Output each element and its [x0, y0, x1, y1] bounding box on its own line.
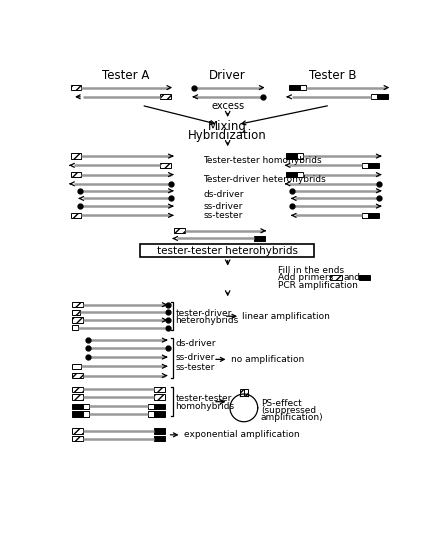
Bar: [71, 153, 81, 159]
Text: ss-driver: ss-driver: [203, 202, 243, 211]
Bar: [300, 85, 306, 90]
Text: (suppressed: (suppressed: [261, 406, 316, 415]
Text: heterohybrids: heterohybrids: [175, 316, 239, 326]
Bar: [154, 404, 165, 409]
FancyBboxPatch shape: [140, 244, 314, 257]
Bar: [371, 94, 377, 100]
Text: tester-driver: tester-driver: [175, 310, 232, 318]
Text: Tester A: Tester A: [102, 69, 150, 82]
Text: amplification): amplification): [261, 412, 324, 422]
Bar: [362, 163, 368, 168]
Text: ss-driver: ss-driver: [175, 353, 214, 361]
Text: exponential amplification: exponential amplification: [184, 430, 299, 439]
Bar: [154, 387, 165, 392]
Bar: [72, 373, 83, 378]
Bar: [368, 213, 379, 218]
Bar: [72, 317, 83, 323]
Text: tester-tester heterohybrids: tester-tester heterohybrids: [157, 246, 298, 256]
Text: excess: excess: [211, 101, 244, 111]
Bar: [72, 436, 83, 441]
Bar: [71, 85, 81, 90]
Text: tester-tester: tester-tester: [175, 394, 232, 403]
Bar: [297, 172, 303, 177]
Bar: [240, 389, 244, 396]
Bar: [72, 302, 83, 307]
Text: Hybridization: Hybridization: [188, 129, 267, 142]
Bar: [148, 404, 154, 409]
Text: ss-tester: ss-tester: [175, 362, 214, 372]
Bar: [377, 94, 388, 100]
Text: Fill in the ends: Fill in the ends: [279, 266, 344, 274]
Text: Tester-driver heterohybrids: Tester-driver heterohybrids: [203, 175, 326, 184]
Bar: [244, 389, 248, 396]
Bar: [160, 163, 171, 168]
Text: no amplification: no amplification: [231, 355, 304, 364]
Bar: [154, 428, 165, 433]
Bar: [83, 411, 89, 417]
Text: ds-driver: ds-driver: [203, 190, 243, 199]
Bar: [160, 94, 171, 100]
Text: Tester-tester homohybrids: Tester-tester homohybrids: [203, 156, 322, 165]
Bar: [72, 310, 80, 315]
Bar: [71, 172, 81, 177]
Bar: [71, 213, 81, 218]
Text: Mixing: Mixing: [208, 119, 247, 133]
Bar: [72, 411, 83, 417]
Bar: [254, 236, 265, 241]
Text: ds-driver: ds-driver: [175, 339, 216, 349]
Bar: [286, 153, 297, 159]
Bar: [368, 163, 379, 168]
Bar: [330, 276, 342, 280]
Text: linear amplification: linear amplification: [243, 312, 330, 321]
Bar: [72, 387, 83, 392]
Bar: [72, 404, 83, 409]
Bar: [72, 428, 83, 433]
Bar: [286, 172, 297, 177]
Bar: [83, 404, 89, 409]
Text: Tester B: Tester B: [309, 69, 356, 82]
Bar: [360, 276, 370, 280]
Bar: [148, 411, 154, 417]
Text: homohybrids: homohybrids: [175, 402, 235, 411]
Text: ss-tester: ss-tester: [203, 211, 243, 220]
Bar: [154, 394, 165, 400]
Text: and: and: [344, 273, 361, 282]
Bar: [72, 325, 78, 331]
Text: PCR amplification: PCR amplification: [279, 281, 358, 290]
Bar: [154, 411, 165, 417]
Bar: [289, 85, 300, 90]
Bar: [72, 364, 81, 369]
Bar: [297, 153, 303, 159]
Bar: [174, 228, 185, 233]
Text: Driver: Driver: [209, 69, 246, 82]
Text: PS-effect: PS-effect: [261, 399, 302, 408]
Bar: [154, 436, 165, 441]
Bar: [72, 394, 83, 400]
Bar: [362, 213, 368, 218]
Text: Add primers: Add primers: [279, 273, 336, 282]
